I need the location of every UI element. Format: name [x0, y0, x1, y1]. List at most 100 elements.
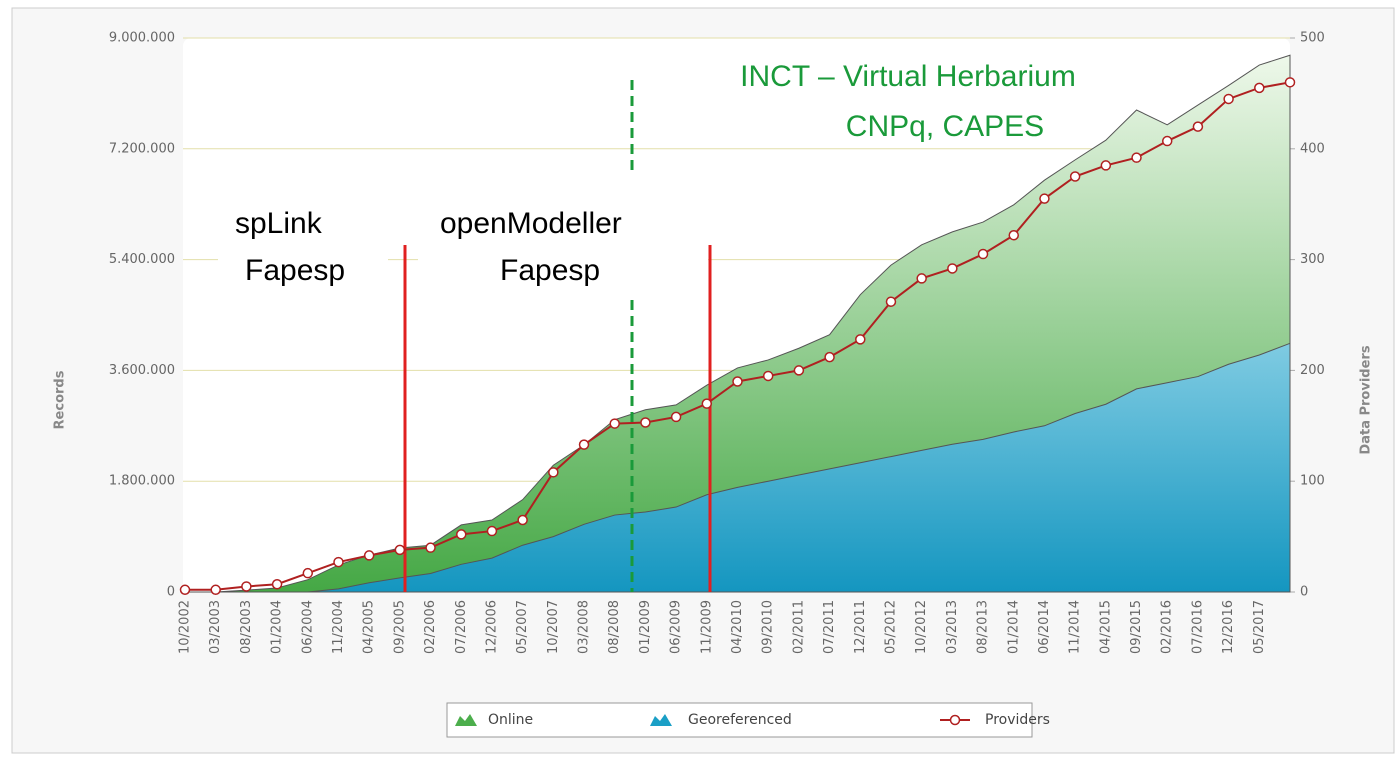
x-tick-label: 01/2009 — [638, 600, 653, 654]
x-tick-label: 10/2007 — [546, 600, 561, 654]
x-tick-label: 02/2006 — [423, 600, 438, 654]
x-tick-label: 08/2013 — [976, 600, 991, 654]
provider-point — [1254, 82, 1265, 94]
provider-point — [1100, 160, 1112, 171]
annotation-box — [418, 185, 708, 295]
y-tick-label: 1.800.000 — [109, 474, 175, 489]
provider-point — [824, 351, 835, 363]
x-tick-label: 12/2006 — [484, 600, 499, 654]
provider-point — [885, 296, 897, 307]
provider-point — [1069, 171, 1081, 182]
provider-point — [271, 578, 283, 590]
x-tick-label: 05/2012 — [883, 600, 898, 654]
x-tick-label: 09/2010 — [761, 600, 776, 654]
provider-point — [977, 248, 989, 260]
x-tick-label: 04/2015 — [1098, 600, 1113, 654]
provider-point — [1008, 229, 1019, 241]
x-tick-label: 04/2010 — [730, 600, 745, 654]
provider-point — [425, 542, 436, 553]
x-tick-label: 06/2014 — [1037, 600, 1052, 654]
provider-point — [486, 525, 498, 537]
provider-point — [947, 263, 958, 274]
annotation: Fapesp — [245, 254, 345, 287]
provider-point — [394, 544, 406, 556]
annotation: spLink — [235, 207, 323, 240]
x-tick-label: 01/2004 — [270, 600, 285, 654]
x-tick-label: 10/2002 — [178, 600, 193, 654]
provider-point — [916, 273, 927, 284]
x-tick-label: 02/2016 — [1160, 600, 1175, 654]
y2-tick-label: 500 — [1300, 31, 1325, 46]
x-tick-label: 07/2006 — [454, 600, 469, 654]
area-1 — [185, 342, 1291, 593]
legend-label: Providers — [985, 712, 1050, 728]
provider-point — [578, 439, 590, 450]
x-tick-label: 09/2015 — [1129, 600, 1144, 654]
legend-icon — [949, 714, 961, 726]
x-tick-label: 03/2008 — [577, 600, 592, 654]
provider-point — [333, 556, 344, 568]
x-tick-label: 12/2016 — [1221, 600, 1236, 654]
x-tick-label: 01/2014 — [1006, 600, 1021, 654]
x-tick-label: 11/2004 — [331, 600, 346, 654]
provider-point — [1131, 152, 1142, 163]
provider-point — [1284, 77, 1296, 88]
y2-axis-label: Data Providers — [1359, 345, 1374, 454]
x-tick-label: 05/2007 — [515, 600, 530, 654]
annotation: CNPq, CAPES — [846, 110, 1044, 143]
x-tick-label: 03/2003 — [208, 600, 223, 654]
provider-point — [855, 334, 866, 345]
y2-tick-label: 400 — [1300, 141, 1325, 156]
x-tick-label: 09/2005 — [392, 600, 407, 654]
legend — [446, 702, 1033, 738]
annotation: Fapesp — [500, 254, 600, 287]
provider-point — [1192, 121, 1204, 132]
x-tick-label: 11/2009 — [699, 600, 714, 654]
provider-point — [1161, 135, 1173, 147]
provider-point — [179, 584, 191, 596]
provider-point — [640, 417, 651, 428]
legend-label: Georeferenced — [688, 712, 792, 728]
x-tick-label: 03/2013 — [945, 600, 960, 654]
y-axis-label: Records — [53, 370, 68, 429]
x-tick-label: 08/2008 — [607, 600, 622, 654]
y2-tick-label: 200 — [1300, 363, 1325, 378]
y-tick-label: 7.200.000 — [109, 141, 175, 156]
provider-point — [363, 550, 375, 561]
provider-point — [1039, 193, 1050, 204]
provider-point — [670, 411, 682, 423]
y-tick-label: 9.000.000 — [109, 31, 175, 46]
provider-point — [793, 365, 805, 376]
y-tick-label: 3.600.000 — [109, 363, 175, 378]
provider-point — [210, 584, 221, 596]
provider-point — [302, 567, 314, 579]
legend-icon — [650, 714, 672, 726]
provider-point — [762, 370, 774, 382]
x-tick-label: 11/2014 — [1068, 600, 1083, 654]
provider-point — [241, 581, 252, 592]
annotation-box — [218, 185, 388, 295]
provider-point — [609, 418, 620, 429]
x-tick-label: 06/2009 — [669, 600, 684, 654]
legend-label: Online — [488, 712, 533, 728]
provider-point — [517, 514, 528, 526]
x-tick-label: 04/2005 — [362, 600, 377, 654]
y-tick-label: 0 — [167, 585, 175, 600]
x-tick-label: 07/2016 — [1190, 600, 1205, 654]
legend-icon — [455, 714, 477, 726]
annotation: INCT – Virtual Herbarium — [740, 60, 1076, 93]
provider-point — [548, 467, 559, 478]
provider-point — [1223, 93, 1234, 105]
x-tick-label: 02/2011 — [791, 600, 806, 654]
provider-point — [732, 376, 743, 387]
y-tick-label: 5.400.000 — [109, 252, 175, 267]
y2-tick-label: 0 — [1300, 585, 1308, 600]
x-tick-label: 07/2011 — [822, 600, 837, 654]
provider-point — [701, 398, 713, 409]
x-tick-label: 06/2004 — [300, 600, 315, 654]
provider-point — [456, 529, 467, 540]
x-tick-label: 05/2017 — [1252, 600, 1267, 654]
x-tick-label: 12/2011 — [853, 600, 868, 654]
